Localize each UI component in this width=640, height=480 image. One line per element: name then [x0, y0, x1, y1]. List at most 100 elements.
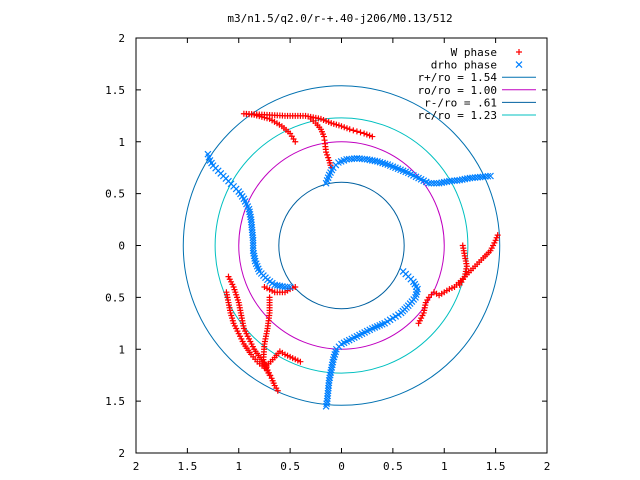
legend-marker — [516, 49, 522, 55]
data-point — [307, 115, 314, 122]
data-point — [326, 157, 333, 164]
data-point — [250, 252, 258, 260]
data-point — [326, 371, 334, 379]
data-point — [325, 154, 332, 161]
data-point — [271, 281, 279, 289]
y-tick-label: 0.5 — [105, 291, 125, 304]
data-point — [249, 234, 257, 242]
data-point — [487, 172, 494, 180]
data-point — [435, 179, 443, 187]
data-point — [425, 179, 433, 187]
data-point — [456, 176, 464, 184]
data-point — [284, 283, 291, 291]
data-point — [328, 361, 336, 369]
x-tick-label: 0.5 — [280, 460, 300, 473]
data-point — [357, 129, 364, 136]
data-point — [246, 210, 254, 218]
y-tick-label: 1.5 — [105, 84, 125, 97]
data-point — [323, 400, 331, 408]
data-point — [276, 282, 284, 290]
y-tick-label: 1.5 — [105, 395, 125, 408]
legend-marker — [515, 61, 523, 69]
data-point — [366, 156, 374, 164]
y-tick-label: 0.5 — [105, 188, 125, 201]
reference-circle-3 — [214, 117, 469, 374]
data-point — [329, 358, 337, 366]
data-point — [458, 176, 466, 184]
data-point — [249, 247, 257, 255]
data-point — [281, 283, 289, 291]
y-tick-label: 1 — [118, 343, 125, 356]
data-point — [350, 155, 358, 163]
data-point — [249, 236, 257, 244]
data-point — [343, 125, 350, 132]
data-point — [250, 249, 258, 257]
data-point — [297, 358, 304, 365]
data-point — [249, 239, 257, 247]
reference-circle-2 — [278, 181, 405, 310]
legend-label: W phase — [451, 46, 497, 59]
data-point — [273, 282, 281, 289]
legend-label: r-/ro = .61 — [424, 96, 497, 109]
data-point — [427, 179, 435, 187]
legend-label: ro/ro = 1.00 — [418, 84, 497, 97]
data-point — [327, 366, 335, 374]
data-point — [251, 255, 259, 262]
data-point — [292, 284, 299, 290]
legend-label: r+/ro = 1.54 — [418, 71, 498, 84]
reference-circle-0 — [182, 85, 501, 406]
legend-label: rc/ro = 1.23 — [418, 109, 497, 122]
data-point — [366, 132, 373, 139]
data-point — [327, 369, 335, 377]
data-point — [350, 127, 357, 134]
data-point — [341, 124, 348, 131]
x-tick-label: 0 — [338, 460, 345, 473]
data-point — [246, 208, 253, 216]
data-point — [322, 402, 330, 410]
data-series — [204, 110, 501, 410]
data-point — [430, 179, 438, 187]
legend-label: drho phase — [431, 59, 497, 72]
x-tick-label: 1 — [235, 460, 242, 473]
data-point — [361, 130, 368, 137]
y-tick-label: 1 — [118, 136, 125, 149]
data-point — [371, 157, 379, 165]
data-point — [494, 232, 501, 239]
data-point — [461, 175, 469, 183]
data-point — [266, 372, 273, 379]
y-tick-label: 2 — [118, 447, 125, 460]
chart-title: m3/n1.5/q2.0/r-+.40-j206/M0.13/512 — [227, 12, 452, 25]
data-point — [274, 387, 281, 394]
data-point — [368, 157, 376, 164]
x-tick-label: 0.5 — [383, 460, 403, 473]
data-point — [286, 283, 294, 291]
series-0 — [223, 110, 501, 394]
data-point — [438, 179, 446, 187]
y-tick-label: 2 — [118, 32, 125, 45]
data-point — [369, 133, 376, 140]
data-point — [323, 397, 331, 405]
reference-circles — [182, 85, 501, 406]
y-tick-label: 0 — [118, 240, 125, 253]
x-tick-label: 2 — [133, 460, 140, 473]
data-point — [346, 126, 353, 133]
data-point — [363, 155, 371, 163]
data-point — [456, 281, 463, 288]
data-point — [440, 178, 448, 186]
x-tick-label: 1.5 — [177, 460, 197, 473]
data-point — [245, 205, 253, 213]
x-tick-label: 1.5 — [486, 460, 506, 473]
data-point — [329, 356, 337, 364]
x-tick-label: 2 — [544, 460, 551, 473]
data-point — [328, 363, 336, 371]
data-point — [338, 123, 345, 130]
data-point — [484, 172, 492, 180]
data-point — [353, 128, 360, 135]
data-point — [324, 151, 331, 158]
data-point — [249, 242, 257, 249]
series-1 — [204, 150, 494, 410]
x-tick-label: 1 — [441, 460, 448, 473]
